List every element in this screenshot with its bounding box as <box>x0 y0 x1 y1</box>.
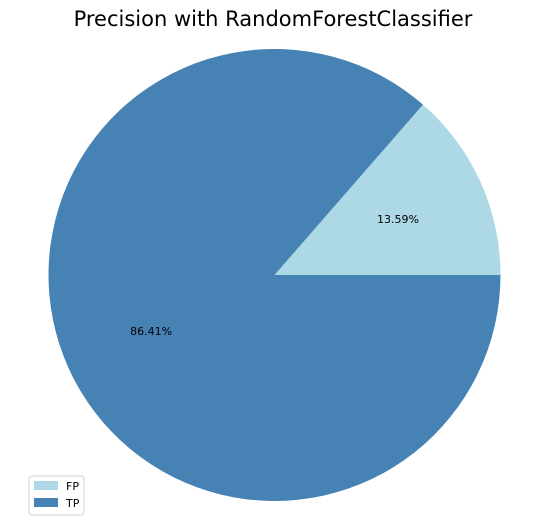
pie-slice-tp <box>48 48 501 501</box>
chart-title: Precision with RandomForestClassifier <box>74 7 473 31</box>
legend-swatch-tp <box>34 498 58 507</box>
pie-slice-fp <box>274 104 501 275</box>
slice-label-tp: 86.41% <box>130 325 172 338</box>
legend-entries: FP TP <box>34 480 80 510</box>
slice-label-fp: 13.59% <box>377 213 419 226</box>
legend-label-tp: TP <box>65 497 80 510</box>
legend: FP TP <box>28 475 85 516</box>
legend-label-fp: FP <box>66 480 79 493</box>
pie-slices <box>48 48 501 501</box>
legend-swatch-fp <box>34 481 58 490</box>
pie-slice-labels: 13.59% 86.41% <box>130 213 419 338</box>
